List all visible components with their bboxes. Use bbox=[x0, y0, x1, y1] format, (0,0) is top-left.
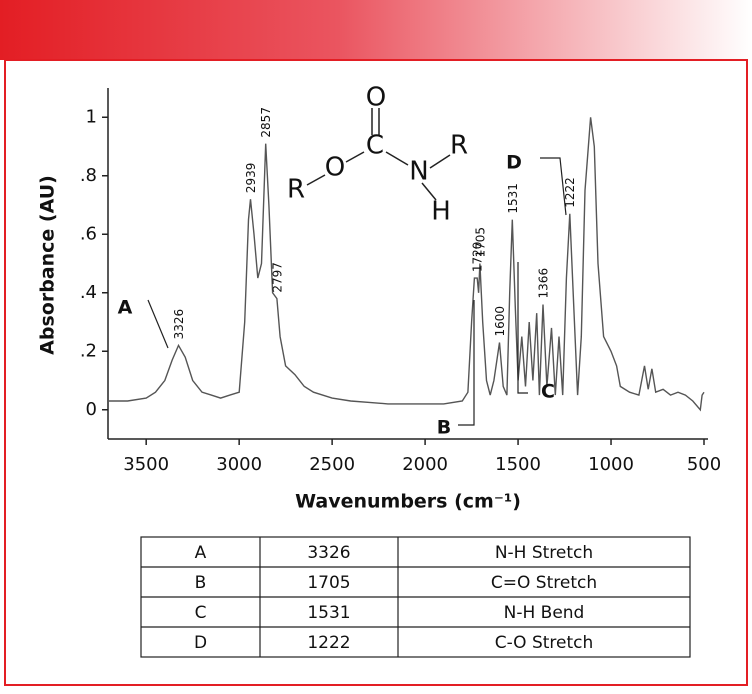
peak-label: 1366 bbox=[536, 268, 550, 299]
peak-label: 1222 bbox=[563, 177, 577, 208]
atom-label: O bbox=[366, 83, 386, 113]
atom-label: O bbox=[325, 153, 345, 183]
callout-line bbox=[540, 157, 567, 216]
x-tick-label: 1000 bbox=[588, 454, 634, 475]
y-tick-label: .6 bbox=[80, 223, 97, 244]
frame bbox=[4, 59, 748, 686]
structure-bonds bbox=[306, 108, 451, 201]
y-tick-label: .8 bbox=[80, 165, 97, 186]
table-cell: 1531 bbox=[307, 603, 350, 623]
spectrum-line bbox=[109, 117, 705, 412]
x-tick-label: 1500 bbox=[495, 454, 541, 475]
atom-label: R bbox=[450, 131, 468, 161]
peak-label: 1531 bbox=[506, 183, 520, 214]
peak-label: 2939 bbox=[244, 163, 258, 194]
atom-label: C bbox=[366, 131, 384, 161]
table-cell: 1222 bbox=[307, 633, 350, 653]
table-cell: 1705 bbox=[307, 573, 350, 593]
y-tick-label: .2 bbox=[80, 340, 97, 361]
y-tick-label: 0 bbox=[86, 399, 97, 420]
table-cell: C-O Stretch bbox=[495, 633, 594, 653]
peak-label: 1720 bbox=[471, 242, 485, 273]
table-cell: 3326 bbox=[307, 543, 350, 563]
callout-line bbox=[517, 262, 528, 394]
table-cell: C=O Stretch bbox=[491, 573, 597, 593]
peak-label: 1600 bbox=[493, 306, 507, 337]
atom-label: H bbox=[431, 197, 451, 227]
y-tick-label: 1 bbox=[86, 106, 97, 127]
table-cell: C bbox=[195, 603, 207, 623]
peak-label: 2857 bbox=[259, 107, 273, 138]
table-cell: D bbox=[194, 633, 207, 653]
peak-label: 3326 bbox=[172, 309, 186, 340]
callout-label: A bbox=[118, 297, 133, 319]
x-tick-label: 2500 bbox=[309, 454, 355, 475]
table-cell: N-H Bend bbox=[504, 603, 585, 623]
x-tick-label: 2000 bbox=[402, 454, 448, 475]
callout-label: B bbox=[437, 417, 451, 439]
callout-line bbox=[147, 299, 169, 349]
callout-line bbox=[458, 300, 475, 426]
x-tick-label: 500 bbox=[687, 454, 721, 475]
atom-label: R bbox=[287, 175, 305, 205]
table-cell: N-H Stretch bbox=[495, 543, 593, 563]
header-bar bbox=[0, 0, 752, 60]
atom-label: N bbox=[409, 157, 428, 187]
y-tick-label: .4 bbox=[80, 282, 97, 303]
x-axis-title: Wavenumbers (cm⁻¹) bbox=[295, 491, 521, 513]
y-axis-title: Absorbance (AU) bbox=[37, 175, 59, 355]
x-tick-label: 3500 bbox=[123, 454, 169, 475]
x-tick-label: 3000 bbox=[216, 454, 262, 475]
peak-label: 1705 bbox=[473, 227, 487, 258]
callout-label: C bbox=[541, 381, 555, 403]
peak-label: 2797 bbox=[270, 262, 284, 293]
table-cell: A bbox=[195, 543, 207, 563]
table-cell: B bbox=[195, 573, 207, 593]
callout-label: D bbox=[506, 152, 522, 174]
